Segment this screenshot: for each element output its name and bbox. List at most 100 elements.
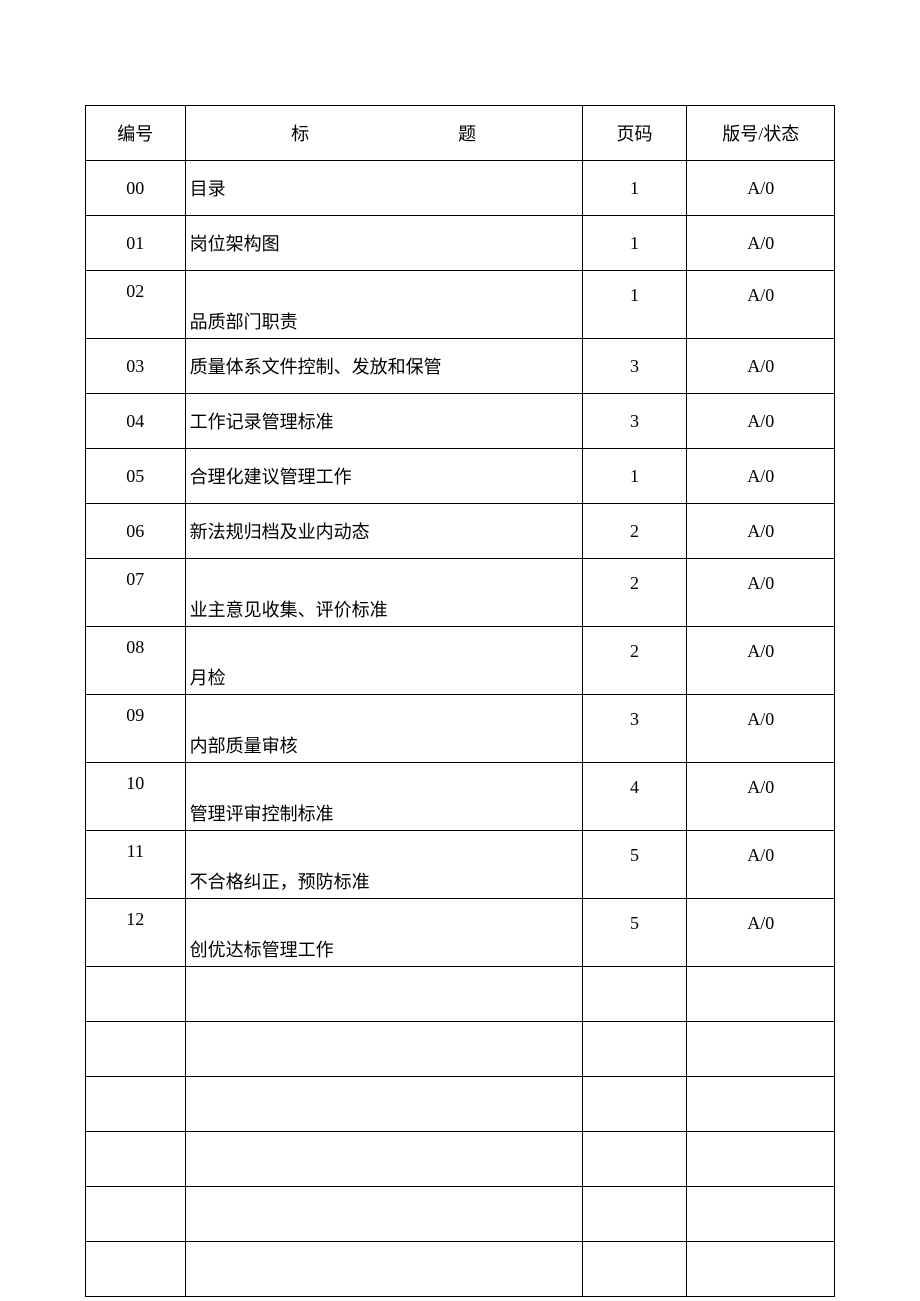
cell-id: 12 [86, 899, 186, 967]
table-row: 02品质部门职责1A/0 [86, 271, 835, 339]
cell-page: 2 [582, 559, 687, 627]
table-row: 06新法规归档及业内动态2A/0 [86, 504, 835, 559]
table-row [86, 1132, 835, 1187]
table-row: 07业主意见收集、评价标准2A/0 [86, 559, 835, 627]
cell-page: 3 [582, 339, 687, 394]
cell-title [185, 1187, 582, 1242]
cell-version: A/0 [687, 627, 835, 695]
cell-version: A/0 [687, 271, 835, 339]
cell-id: 06 [86, 504, 186, 559]
cell-version [687, 1187, 835, 1242]
table-row: 00目录1A/0 [86, 161, 835, 216]
cell-page [582, 1077, 687, 1132]
table-row: 10管理评审控制标准4A/0 [86, 763, 835, 831]
cell-page: 5 [582, 899, 687, 967]
table-row: 08月检2A/0 [86, 627, 835, 695]
table-row [86, 1022, 835, 1077]
document-page: 编号 标 题 页码 版号/状态 00目录1A/001岗位架构图1A/002品质部… [0, 0, 920, 1297]
header-id: 编号 [86, 106, 186, 161]
cell-title: 月检 [185, 627, 582, 695]
cell-page [582, 1132, 687, 1187]
header-page: 页码 [582, 106, 687, 161]
cell-page [582, 1022, 687, 1077]
toc-table: 编号 标 题 页码 版号/状态 00目录1A/001岗位架构图1A/002品质部… [85, 105, 835, 1297]
table-row: 12创优达标管理工作5A/0 [86, 899, 835, 967]
cell-id: 11 [86, 831, 186, 899]
cell-id [86, 1077, 186, 1132]
table-body: 00目录1A/001岗位架构图1A/002品质部门职责1A/003质量体系文件控… [86, 161, 835, 1297]
cell-title [185, 1022, 582, 1077]
cell-page [582, 1242, 687, 1297]
cell-version: A/0 [687, 449, 835, 504]
header-title: 标 题 [185, 106, 582, 161]
cell-id [86, 1022, 186, 1077]
cell-title: 内部质量审核 [185, 695, 582, 763]
cell-id: 00 [86, 161, 186, 216]
cell-id: 02 [86, 271, 186, 339]
cell-page: 5 [582, 831, 687, 899]
cell-title: 工作记录管理标准 [185, 394, 582, 449]
cell-page: 1 [582, 271, 687, 339]
cell-title: 品质部门职责 [185, 271, 582, 339]
cell-page: 3 [582, 695, 687, 763]
cell-title: 岗位架构图 [185, 216, 582, 271]
table-row: 11不合格纠正，预防标准5A/0 [86, 831, 835, 899]
cell-version: A/0 [687, 559, 835, 627]
cell-title [185, 1242, 582, 1297]
cell-title: 质量体系文件控制、发放和保管 [185, 339, 582, 394]
cell-id: 10 [86, 763, 186, 831]
cell-id: 04 [86, 394, 186, 449]
cell-title [185, 1077, 582, 1132]
cell-page [582, 967, 687, 1022]
cell-title [185, 1132, 582, 1187]
cell-page: 4 [582, 763, 687, 831]
cell-version [687, 1077, 835, 1132]
cell-id [86, 1187, 186, 1242]
cell-page: 2 [582, 627, 687, 695]
cell-title [185, 967, 582, 1022]
header-version: 版号/状态 [687, 106, 835, 161]
cell-id: 01 [86, 216, 186, 271]
cell-id [86, 1242, 186, 1297]
cell-id: 03 [86, 339, 186, 394]
cell-title: 管理评审控制标准 [185, 763, 582, 831]
cell-version [687, 1132, 835, 1187]
cell-page: 1 [582, 449, 687, 504]
table-row: 09内部质量审核3A/0 [86, 695, 835, 763]
cell-page: 2 [582, 504, 687, 559]
cell-title: 新法规归档及业内动态 [185, 504, 582, 559]
cell-title: 业主意见收集、评价标准 [185, 559, 582, 627]
table-row: 04工作记录管理标准3A/0 [86, 394, 835, 449]
cell-version: A/0 [687, 504, 835, 559]
cell-title: 不合格纠正，预防标准 [185, 831, 582, 899]
cell-version: A/0 [687, 394, 835, 449]
cell-version: A/0 [687, 831, 835, 899]
cell-version: A/0 [687, 216, 835, 271]
cell-page: 3 [582, 394, 687, 449]
cell-id: 09 [86, 695, 186, 763]
header-title-char2: 题 [458, 120, 476, 146]
cell-page: 1 [582, 216, 687, 271]
cell-version: A/0 [687, 763, 835, 831]
table-row [86, 1187, 835, 1242]
table-row: 05合理化建议管理工作1A/0 [86, 449, 835, 504]
table-row: 03质量体系文件控制、发放和保管3A/0 [86, 339, 835, 394]
table-row [86, 967, 835, 1022]
cell-version [687, 1242, 835, 1297]
table-row [86, 1077, 835, 1132]
cell-page [582, 1187, 687, 1242]
cell-version [687, 967, 835, 1022]
table-row: 01岗位架构图1A/0 [86, 216, 835, 271]
cell-id: 07 [86, 559, 186, 627]
cell-title: 创优达标管理工作 [185, 899, 582, 967]
cell-title: 目录 [185, 161, 582, 216]
cell-id: 05 [86, 449, 186, 504]
cell-page: 1 [582, 161, 687, 216]
cell-id [86, 1132, 186, 1187]
cell-id: 08 [86, 627, 186, 695]
table-header-row: 编号 标 题 页码 版号/状态 [86, 106, 835, 161]
cell-id [86, 967, 186, 1022]
cell-version [687, 1022, 835, 1077]
cell-version: A/0 [687, 161, 835, 216]
header-title-char1: 标 [291, 120, 309, 146]
